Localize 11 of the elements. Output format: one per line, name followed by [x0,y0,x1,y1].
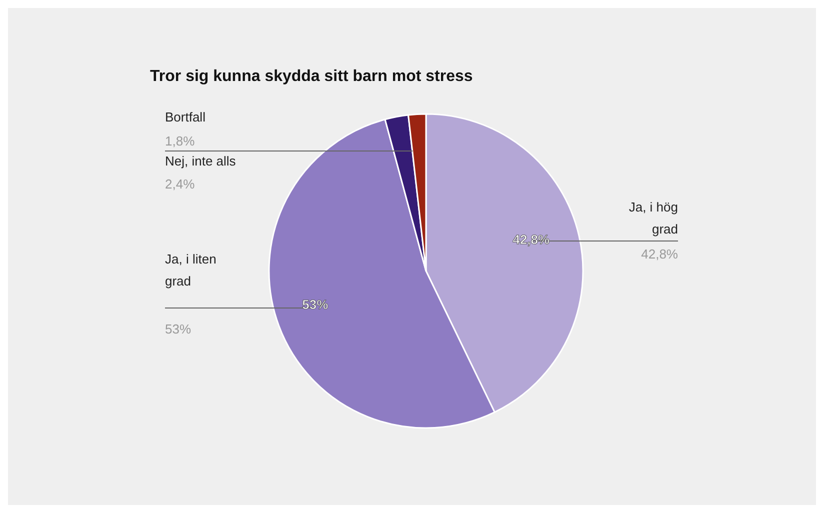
text: 42,8% [512,232,550,248]
slice-label: Nej, inte alls [165,153,236,168]
data-label: 53% [165,321,192,336]
slice-label: Ja, i liten grad [165,251,216,288]
slice-label: Bortfall [165,109,206,124]
text: 53% [302,297,328,312]
data-label: 1,8% [165,133,196,148]
data-label: 2,4% [165,176,196,192]
data-label: 42,8% [641,246,678,262]
slice-label: Ja, i hög grad [628,199,678,236]
chart-title: Tror sig kunna skydda sitt barn mot stress [150,68,473,86]
